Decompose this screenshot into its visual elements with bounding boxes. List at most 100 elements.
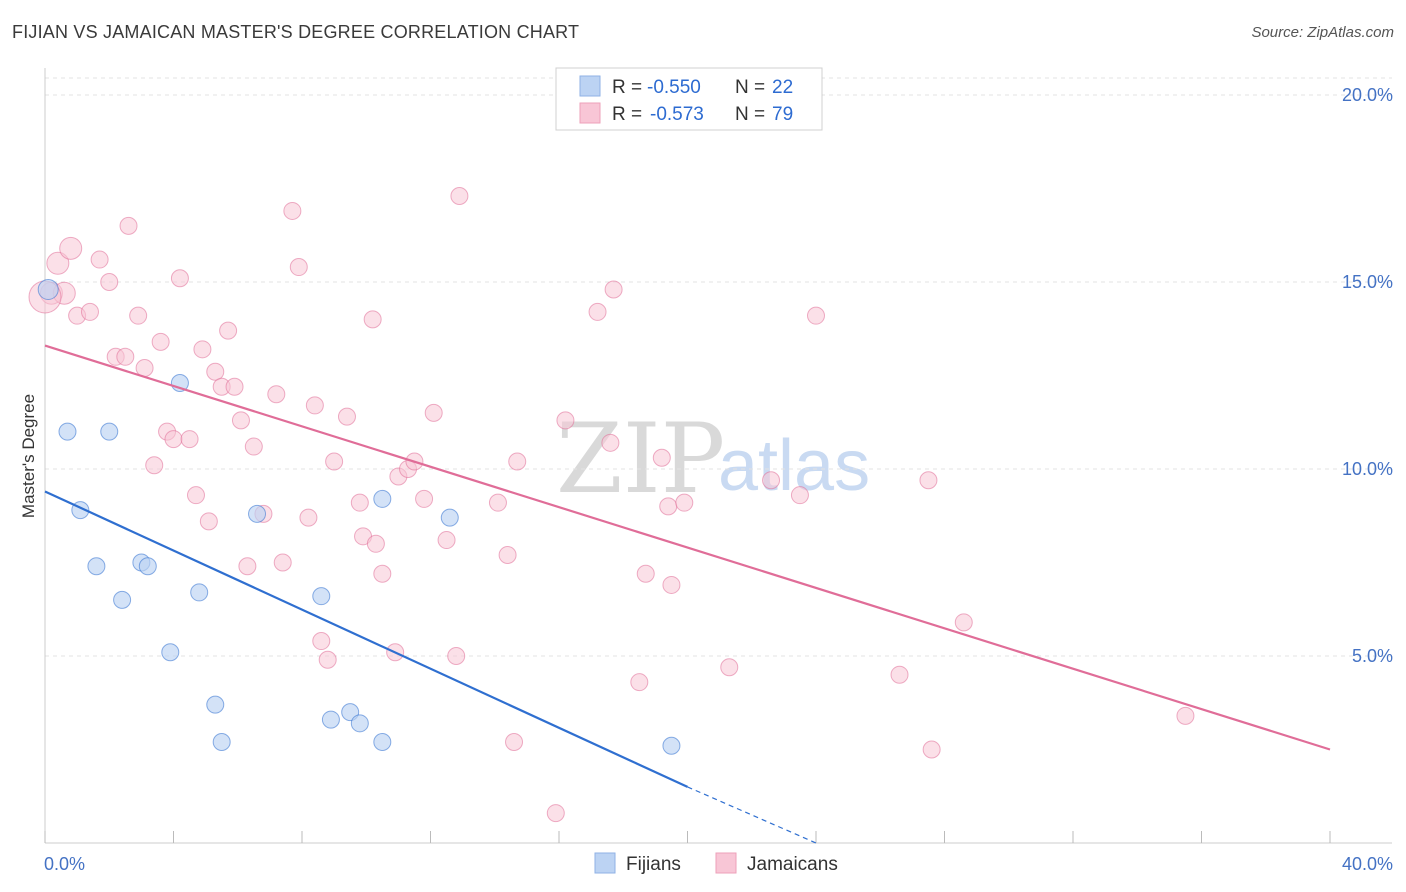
jamaicans-point-72 [807, 306, 825, 325]
jamaicans-point-35 [305, 396, 324, 415]
fijians-points [37, 278, 681, 755]
jamaicans-trend-line [44, 344, 1331, 751]
jamaicans-point-36 [312, 632, 331, 651]
fijians-point-21 [662, 736, 681, 755]
jamaicans-point-57 [508, 452, 527, 471]
y-axis-title: Master's Degree [19, 394, 38, 518]
bottom-legend-swatch-jamaicans [715, 852, 737, 874]
jamaicans-point-33 [289, 258, 308, 277]
jamaicans-point-25 [225, 377, 244, 396]
jamaicans-point-18 [180, 430, 199, 449]
jamaicans-point-30 [267, 385, 286, 404]
jamaicans-point-49 [415, 489, 434, 508]
jamaicans-point-64 [636, 564, 655, 583]
jamaicans-point-11 [129, 306, 148, 325]
jamaicans-point-65 [652, 448, 671, 467]
trend-lines [44, 344, 1331, 844]
jamaicans-point-13 [145, 456, 164, 475]
jamaicans-point-62 [604, 280, 623, 299]
legend-r-label-jamaicans: R = [612, 104, 642, 125]
jamaicans-point-63 [630, 673, 649, 692]
legend-r-label-fijians: R = [612, 77, 642, 98]
fijians-point-15 [321, 710, 340, 729]
jamaicans-point-59 [556, 411, 575, 430]
jamaicans-point-67 [662, 575, 681, 594]
jamaicans-point-16 [164, 430, 183, 449]
bottom-legend-swatch-fijians [594, 852, 616, 874]
y-tick-label-15: 15.0% [1342, 272, 1393, 292]
fijians-point-13 [248, 504, 267, 523]
jamaicans-point-74 [919, 471, 938, 490]
jamaicans-point-43 [366, 534, 385, 553]
jamaicans-point-19 [186, 486, 205, 505]
jamaicans-point-66 [659, 497, 678, 516]
fijians-point-4 [100, 422, 119, 441]
jamaicans-point-32 [283, 201, 302, 220]
legend-n-label-jamaicans: N = [735, 104, 765, 125]
fijians-point-8 [161, 643, 180, 662]
fijians-point-11 [206, 695, 225, 714]
legend-r-value-jamaicans: -0.573 [650, 104, 704, 125]
axes [44, 68, 1392, 844]
fijians-point-10 [190, 583, 209, 602]
fijians-point-19 [373, 733, 392, 752]
fijians-point-17 [350, 714, 369, 733]
jamaicans-point-42 [363, 310, 382, 329]
y-tick-label-10: 10.0% [1342, 459, 1393, 479]
legend-n-value-jamaicans: 79 [772, 104, 793, 125]
fijians-point-18 [373, 489, 392, 508]
x-tick-label-max: 40.0% [1342, 854, 1393, 874]
jamaicans-point-55 [498, 546, 517, 565]
y-tick-labels: 5.0% 10.0% 15.0% 20.0% [1342, 85, 1393, 666]
jamaicans-point-1 [46, 251, 70, 275]
legend-n-label-fijians: N = [735, 77, 765, 98]
series-legend: Fijians Jamaicans [594, 852, 838, 875]
jamaicans-point-75 [922, 740, 941, 759]
jamaicans-point-31 [273, 553, 292, 572]
fijians-point-7 [138, 557, 157, 576]
source-credit: Source: ZipAtlas.com [1251, 24, 1394, 41]
legend-swatch-fijians [579, 75, 601, 97]
jamaicans-point-40 [350, 493, 369, 512]
fijians-point-20 [440, 508, 459, 527]
fijians-point-12 [212, 733, 231, 752]
jamaicans-point-5 [80, 302, 99, 321]
jamaicans-point-69 [720, 658, 739, 677]
jamaicans-point-3 [59, 236, 83, 260]
jamaicans-point-14 [151, 332, 170, 351]
fijians-point-0 [37, 278, 59, 300]
jamaicans-point-51 [437, 531, 456, 550]
x-tick-label-min: 0.0% [44, 854, 85, 874]
jamaicans-point-77 [1176, 706, 1195, 725]
jamaicans-point-27 [238, 557, 257, 576]
jamaicans-point-17 [170, 269, 189, 288]
jamaicans-point-61 [601, 433, 620, 452]
jamaicans-point-24 [219, 321, 238, 340]
jamaicans-point-53 [450, 186, 469, 205]
fijians-point-5 [113, 590, 132, 609]
jamaicans-point-52 [447, 647, 466, 665]
jamaicans-point-9 [116, 347, 135, 366]
y-tick-label-20: 20.0% [1342, 85, 1393, 105]
legend-swatch-jamaicans [579, 102, 601, 124]
jamaicans-point-34 [299, 508, 318, 527]
jamaicans-point-73 [890, 665, 909, 684]
fijians-point-1 [58, 422, 77, 441]
bottom-legend-label-jamaicans: Jamaicans [747, 854, 838, 875]
jamaicans-point-44 [373, 564, 392, 583]
jamaicans-points [28, 186, 1195, 823]
jamaicans-point-56 [505, 733, 524, 752]
jamaicans-point-39 [337, 407, 356, 426]
jamaicans-point-50 [424, 403, 443, 422]
jamaicans-point-6 [90, 250, 109, 269]
jamaicans-point-38 [325, 452, 344, 471]
fijians-trend-extension [687, 786, 817, 844]
fijians-point-3 [87, 557, 106, 576]
jamaicans-point-54 [488, 493, 507, 512]
jamaicans-point-26 [231, 411, 250, 430]
jamaicans-point-58 [546, 804, 565, 823]
y-tick-label-5: 5.0% [1352, 646, 1393, 666]
jamaicans-point-28 [244, 437, 263, 456]
legend-n-value-fijians: 22 [772, 77, 793, 98]
